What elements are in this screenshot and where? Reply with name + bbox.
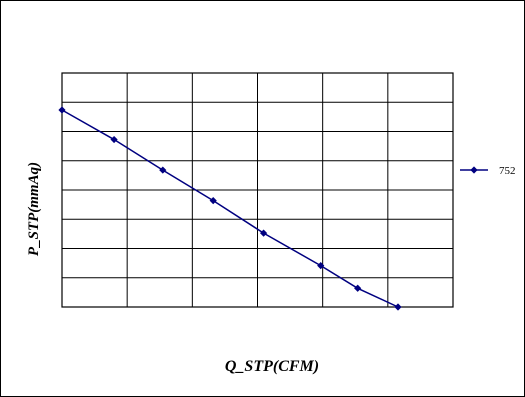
legend-marker (470, 166, 478, 174)
x-axis-label: Q_STP(CFM) (225, 358, 319, 375)
data-point-marker (354, 284, 362, 292)
data-point-marker (317, 262, 325, 270)
legend-label: 752 (499, 165, 516, 177)
data-point-marker (260, 229, 268, 237)
data-point-marker (110, 135, 118, 144)
legend: 752 (460, 165, 516, 177)
plot-border (61, 72, 454, 308)
data-point-marker (209, 197, 217, 205)
plot-area (58, 72, 454, 311)
data-point-marker (394, 303, 402, 311)
series-line-752 (61, 109, 399, 308)
data-point-marker (159, 166, 167, 174)
data-point-marker (58, 106, 66, 114)
y-axis-label: P_STP(mmAq) (26, 162, 42, 256)
